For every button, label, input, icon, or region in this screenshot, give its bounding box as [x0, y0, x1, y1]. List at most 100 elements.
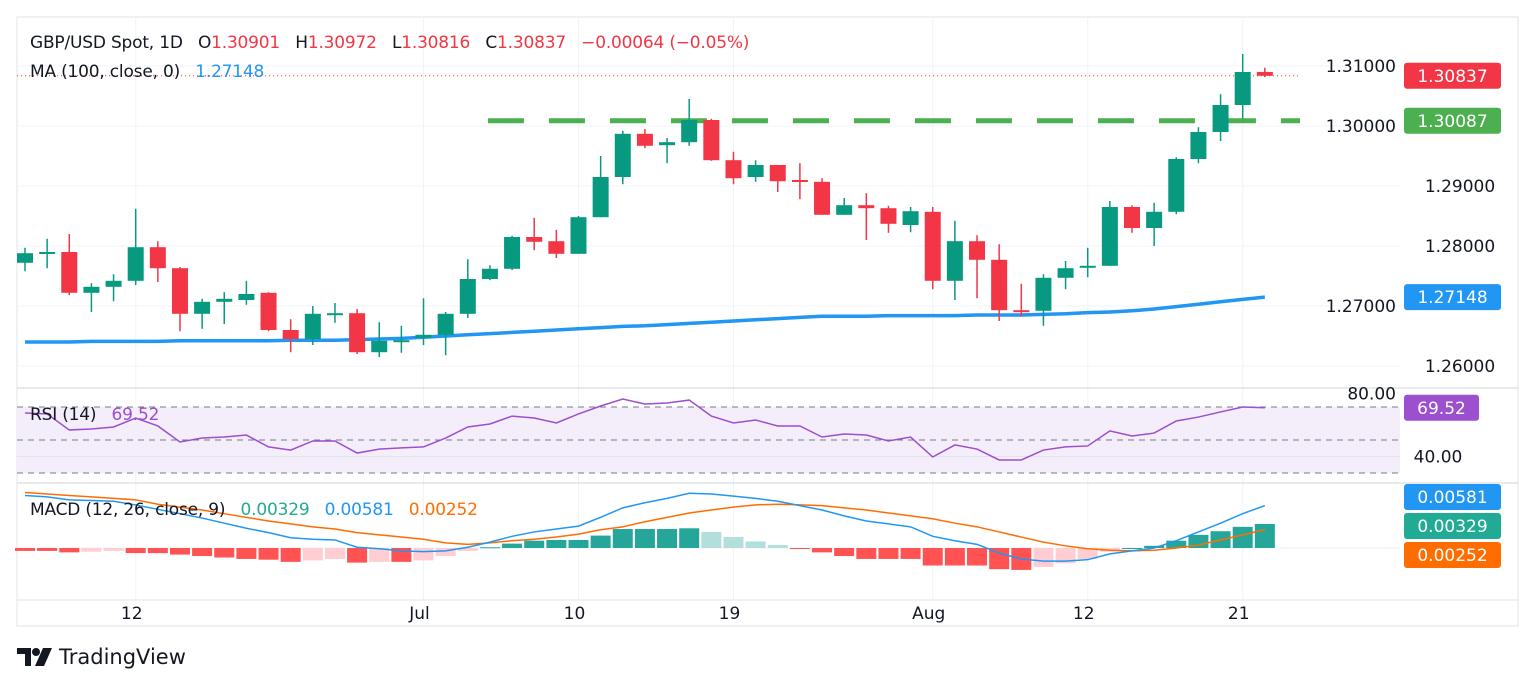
candle	[1035, 274, 1052, 326]
candle-body	[880, 208, 897, 224]
candle-body	[437, 313, 454, 335]
macd-histogram-bar	[612, 529, 633, 548]
last-price-tag: 1.30837	[1404, 62, 1501, 89]
axes[interactable]: 1.31000 1.30000 1.29000 1.28000 1.27000 1.260…	[121, 57, 1495, 624]
candle-body	[415, 334, 432, 338]
rsi-value-tag: 69.52	[1404, 394, 1479, 421]
candle	[880, 205, 897, 233]
macd-histogram-bar	[745, 541, 766, 548]
candle-body	[1146, 211, 1163, 228]
macd-legend-macd: 0.00581	[324, 500, 394, 520]
candle-body	[526, 237, 543, 242]
candle-body	[1124, 207, 1140, 228]
candle	[304, 306, 321, 345]
time-tick-label: 12	[121, 604, 143, 624]
macd-histogram-bar	[347, 548, 368, 563]
macd-histogram-bar	[169, 548, 190, 555]
macd-histogram-bar	[1122, 548, 1142, 549]
signal-value-tag-label: 0.00252	[1417, 546, 1487, 566]
candle	[39, 238, 56, 269]
price-tick-label: 1.30000	[1326, 117, 1396, 137]
tradingview-logo[interactable]: TradingView	[17, 645, 186, 669]
candle-body	[504, 237, 521, 269]
candle-body	[946, 241, 963, 281]
macd-value-tag-label: 0.00581	[1417, 488, 1487, 508]
candle-body	[282, 330, 299, 339]
ma-legend-value: 1.27148	[195, 62, 265, 82]
candle	[61, 234, 78, 296]
candle-body	[17, 253, 33, 263]
macd-histogram-bar	[989, 548, 1010, 570]
ma-legend[interactable]: MA (100, close, 0) 1.27148	[30, 62, 264, 82]
ma-price-tag: 1.27148	[1404, 284, 1501, 311]
symbol-legend[interactable]: GBP/USD Spot, 1D O1.30901 H1.30972 L1.30…	[30, 33, 749, 53]
candle-body	[1234, 72, 1251, 105]
macd-histogram-bar	[967, 548, 988, 566]
candle	[725, 151, 742, 185]
rsi-plot	[24, 398, 1265, 461]
price-pane[interactable]	[17, 54, 1300, 357]
candle	[326, 303, 343, 323]
macd-histogram-bar	[435, 548, 456, 557]
ma-line	[25, 295, 1266, 344]
candle	[194, 298, 211, 329]
candle-body	[238, 294, 255, 300]
rsi-tick-label: 80.00	[1347, 385, 1396, 405]
macd-histogram-bar	[524, 540, 545, 548]
ma-legend-label: MA (100, close, 0)	[30, 62, 181, 82]
candle	[636, 129, 653, 149]
candle	[83, 283, 100, 312]
candle-body	[548, 241, 565, 254]
level-price-tag-label: 1.30087	[1417, 112, 1487, 132]
candle-body	[371, 340, 388, 353]
candle-body	[814, 181, 831, 215]
candle	[1146, 202, 1163, 246]
price-tick-label: 1.26000	[1425, 357, 1495, 377]
candle-body	[747, 165, 764, 177]
level-price-tag: 1.30087	[1404, 107, 1501, 134]
macd-histogram-bar	[214, 548, 235, 558]
candle-body	[570, 217, 587, 254]
macd-legend-signal: 0.00252	[408, 500, 478, 520]
macd-histogram-bar	[502, 543, 523, 548]
candle-body	[1101, 207, 1118, 266]
macd-histogram-bar	[590, 535, 611, 548]
candle-body	[1256, 71, 1273, 76]
macd-histogram-bar	[37, 548, 58, 551]
candle	[1057, 261, 1074, 290]
candle	[614, 130, 631, 185]
candle-body	[326, 313, 343, 316]
macd-pane	[15, 491, 1275, 570]
candle	[1256, 67, 1273, 78]
low-value: 1.30816	[401, 33, 471, 53]
candle-body	[1079, 265, 1096, 268]
macd-histogram-bar	[1232, 526, 1253, 548]
time-tick-label: Jul	[408, 604, 430, 624]
tradingview-logo-icon	[17, 648, 52, 666]
histogram-value-tag: 0.00329	[1404, 513, 1501, 539]
macd-histogram-bar	[369, 548, 390, 562]
candle	[1168, 157, 1185, 215]
candle	[1079, 247, 1096, 278]
candle	[703, 118, 720, 161]
candle-body	[61, 252, 78, 293]
candle-body	[991, 259, 1008, 311]
close-value: 1.30837	[497, 33, 566, 53]
macd-histogram-bar	[834, 548, 855, 557]
rsi-legend[interactable]: RSI (14) 69.52	[30, 405, 159, 425]
macd-histogram-bar	[900, 548, 921, 559]
rsi-band	[17, 407, 1400, 473]
candle-body	[725, 160, 742, 179]
candle	[1101, 201, 1118, 266]
level-price-tag-bg	[1404, 107, 1501, 134]
signal-value-tag-bg	[1404, 542, 1501, 568]
candle	[946, 220, 963, 300]
candle-body	[1035, 277, 1052, 311]
open-value: 1.30901	[211, 33, 281, 53]
candle	[836, 198, 853, 215]
price-tick-label: 1.27000	[1326, 297, 1396, 317]
macd-histogram-bar	[789, 548, 810, 549]
macd-legend[interactable]: MACD (12, 26, close, 9) 0.00329 0.00581 …	[30, 500, 478, 520]
macd-histogram-bar	[457, 548, 478, 551]
